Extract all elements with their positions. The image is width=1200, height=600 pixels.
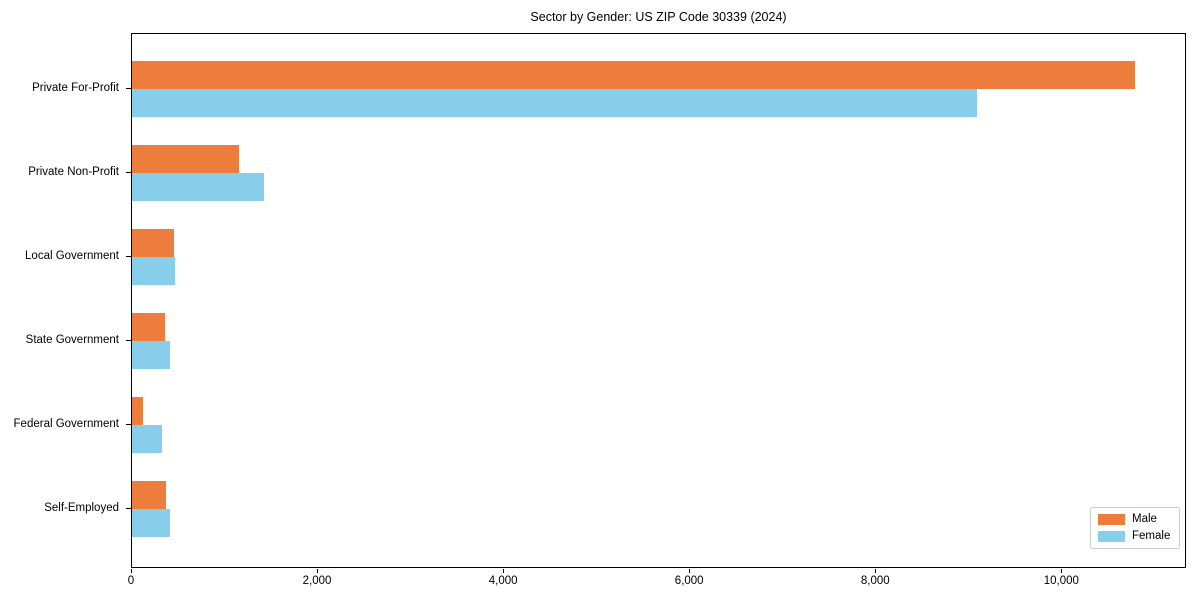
legend: Male Female (1090, 507, 1181, 549)
x-axis-tick-label: 8,000 (860, 575, 890, 587)
y-axis-tick (126, 340, 131, 341)
bar-female-3 (132, 341, 171, 369)
x-axis-tick (875, 569, 877, 573)
y-axis-tick (126, 424, 131, 425)
y-axis-label: Local Government (25, 250, 119, 262)
legend-swatch-male (1098, 514, 1125, 525)
x-axis-tick (503, 569, 505, 573)
bar-male-5 (132, 481, 167, 509)
y-axis-label: Private For-Profit (32, 82, 119, 94)
y-axis-label: State Government (25, 334, 119, 346)
x-axis-tick-label: 6,000 (674, 575, 704, 587)
x-axis-tick-label: 0 (127, 575, 135, 587)
bar-female-2 (132, 257, 175, 285)
legend-item-female: Female (1098, 530, 1170, 543)
x-axis-tick (317, 569, 319, 573)
bar-male-3 (132, 313, 166, 341)
bar-male-1 (132, 145, 239, 173)
bar-female-0 (132, 89, 977, 117)
legend-label-female: Female (1132, 530, 1171, 542)
x-axis-tick (689, 569, 691, 573)
legend-label-male: Male (1132, 513, 1157, 525)
legend-item-male: Male (1098, 513, 1170, 526)
bar-female-1 (132, 173, 264, 201)
x-axis-tick (131, 569, 132, 573)
y-axis-label: Private Non-Profit (28, 166, 119, 178)
x-axis-tick-label: 10,000 (1043, 575, 1079, 587)
bar-female-4 (132, 425, 162, 453)
y-axis-tick (126, 88, 131, 89)
legend-swatch-female (1098, 531, 1125, 542)
bar-male-0 (132, 61, 1135, 89)
x-axis-tick (1061, 569, 1063, 573)
y-axis-tick (126, 256, 131, 257)
y-axis-tick (126, 172, 131, 173)
bar-male-4 (132, 397, 144, 425)
bar-male-2 (132, 229, 174, 257)
y-axis-label: Federal Government (13, 418, 119, 430)
bar-female-5 (132, 509, 171, 537)
x-axis-tick-label: 4,000 (488, 575, 518, 587)
plot-area (131, 33, 1186, 568)
y-axis-label: Self-Employed (44, 502, 119, 514)
chart-title: Sector by Gender: US ZIP Code 30339 (202… (530, 10, 787, 24)
x-axis-tick-label: 2,000 (302, 575, 332, 587)
y-axis-tick (126, 508, 131, 509)
